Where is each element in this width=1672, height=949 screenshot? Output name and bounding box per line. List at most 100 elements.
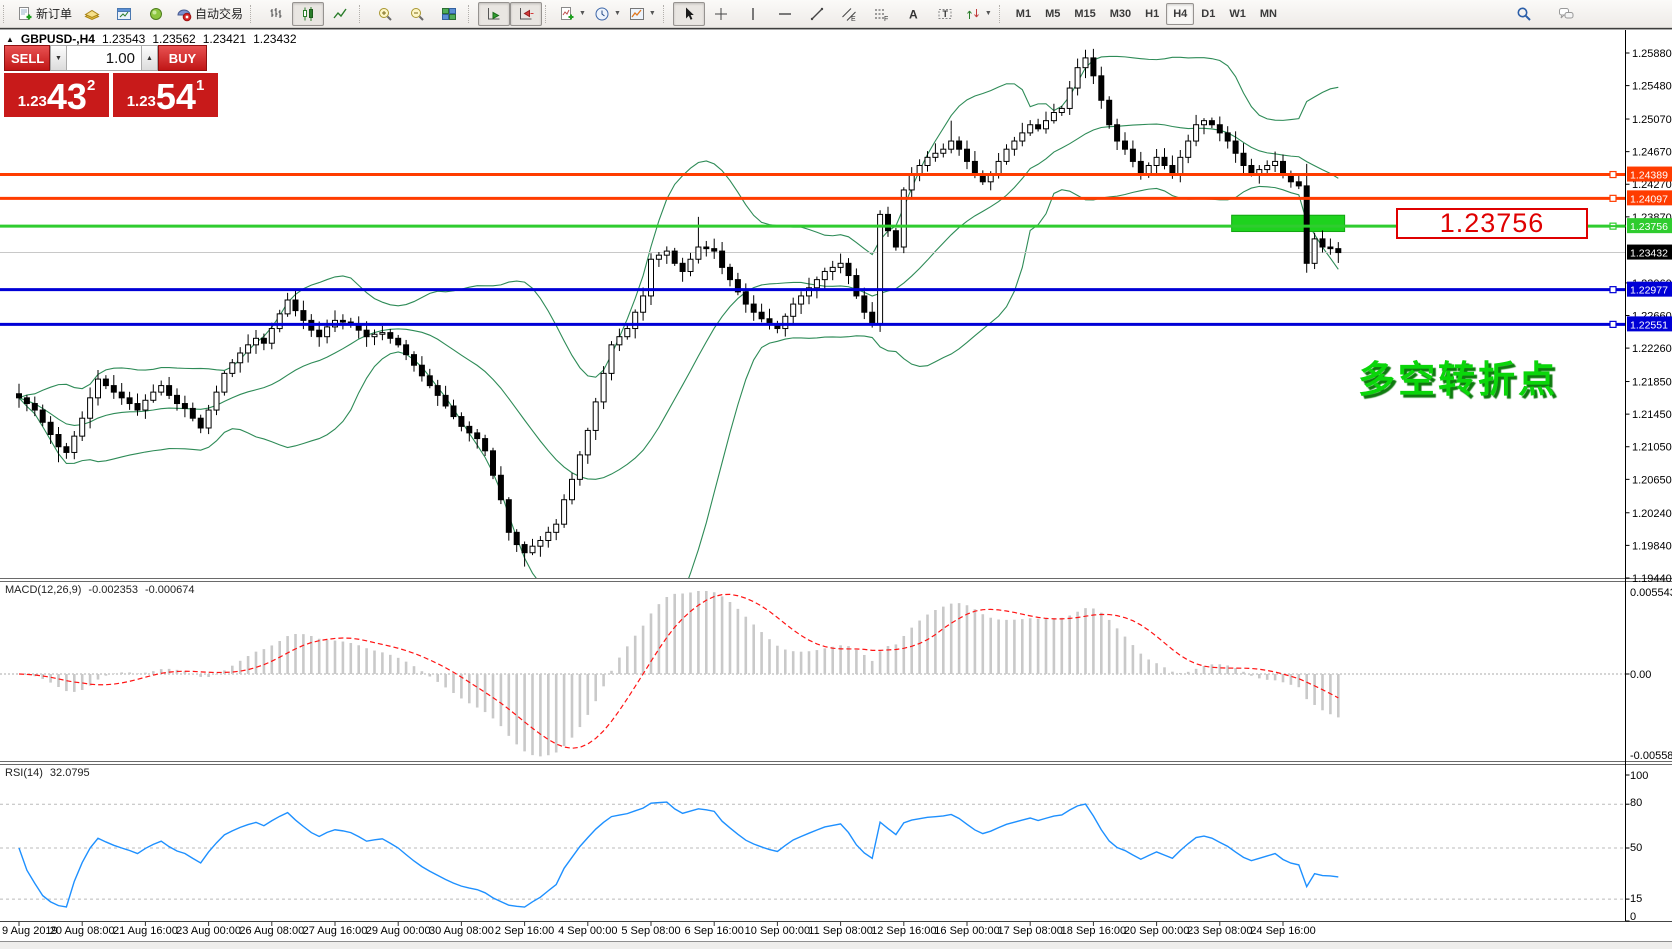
tile-windows-button[interactable] [433,2,465,26]
auto-scroll-icon [486,6,502,22]
timeframe-d1[interactable]: D1 [1201,7,1216,20]
time-axis-label: 17 Sep 08:00 [997,925,1063,937]
time-axis-label: 2 Sep 16:00 [494,925,555,937]
svg-text:1.21850: 1.21850 [1632,377,1672,389]
toolbar-handle[interactable] [662,4,668,23]
time-axis-label: 11 Sep 08:00 [808,925,873,937]
toolbar-handle[interactable] [250,4,255,23]
volume-input[interactable] [67,45,141,71]
svg-text:0.005543: 0.005543 [1630,587,1672,599]
svg-text:1.22977: 1.22977 [1630,285,1668,297]
collapse-arrow-icon[interactable]: ▲ [6,34,14,44]
buy-button[interactable]: BUY [158,45,207,71]
line-chart-icon [332,6,348,22]
timeframe-m5[interactable]: M5 [1045,7,1061,20]
chat-icon [1558,6,1574,22]
line-chart-button[interactable] [324,2,356,26]
auto-scroll-button[interactable] [478,1,511,26]
timeframe-m30[interactable]: M30 [1109,7,1132,20]
time-axis: 9 Aug 2019 20 Aug 08:00 21 Aug 16:00 23 Aug… [0,923,1672,941]
timeframe-w1[interactable]: W1 [1229,7,1246,20]
sell-price-big: 43 [46,76,87,117]
channel-icon: E [841,6,857,22]
candles-icon [300,6,316,22]
buy-price-big: 54 [155,76,196,117]
periods-button[interactable]: ▼ [590,2,625,26]
chart-shift-button[interactable] [510,1,543,26]
time-axis-label: 26 Aug 08:00 [239,925,305,937]
horizontal-line-button[interactable] [769,2,801,26]
timeframe-m15[interactable]: M15 [1074,7,1096,20]
sell-price-sup: 2 [86,77,96,94]
search-button[interactable] [1508,2,1540,26]
buy-price[interactable]: 1.23 54 1 [113,73,218,117]
label-button[interactable]: T [929,2,961,26]
rsi-label: RSI(14) 32.0795 [5,767,90,779]
new-order-button[interactable]: 新订单 [13,2,76,26]
buy-price-small: 1.23 [126,93,156,110]
fibonacci-button[interactable]: F [865,2,897,26]
zoom-in-button[interactable] [369,2,401,26]
price-callout-box[interactable]: 1.23756 [1396,208,1588,239]
volume-increase-button[interactable]: ▲ [141,45,158,71]
ohlc-close: 1.23432 [253,32,297,46]
sell-price[interactable]: 1.23 43 2 [4,73,109,117]
market-watch-icon [116,6,132,22]
time-axis-label: 5 Sep 08:00 [621,925,681,937]
profile-icon [84,6,100,22]
profile-button[interactable] [76,2,108,26]
timeframe-h1[interactable]: H1 [1145,7,1160,20]
window-bottom-frame [0,941,1672,949]
oct-prices: 1.23 43 2 1.23 54 1 [4,73,218,117]
chat-button[interactable] [1550,2,1582,26]
navigator-button[interactable] [140,2,172,26]
timeframe-mn[interactable]: MN [1259,7,1277,20]
template-icon [629,6,645,22]
sell-button[interactable]: SELL [4,45,50,71]
toolbar: 新订单 自动交易 ▼ ▼ ▼ E F A T ▼ M1 M5 M15 M30 H1 H4 D1 W1 MN [0,0,1672,28]
timeframe-h4[interactable]: H4 [1166,2,1195,25]
trendline-icon [809,6,825,22]
arrows-button[interactable]: ▼ [961,2,996,26]
toolbar-handle[interactable] [998,4,1004,23]
candlestick-button[interactable] [292,1,325,26]
rsi-name: RSI(14) [5,767,43,779]
auto-trading-button[interactable]: 自动交易 [172,2,247,26]
bar-chart-icon [268,6,284,22]
svg-text:1.20650: 1.20650 [1632,474,1672,486]
zoom-out-button[interactable] [401,2,433,26]
time-axis-label: 23 Sep 08:00 [1187,925,1253,937]
volume-decrease-button[interactable]: ▼ [50,45,67,71]
turning-point-text[interactable]: 多空转折点 [1358,359,1558,400]
trendline-button[interactable] [801,2,833,26]
svg-text:1.19840: 1.19840 [1632,540,1672,552]
text-button[interactable]: A [897,2,929,26]
cursor-button[interactable] [672,1,705,26]
arrows-icon [965,6,981,22]
market-watch-button[interactable] [108,2,140,26]
channel-button[interactable]: E [833,2,865,26]
macd-label: MACD(12,26,9) -0.002353 -0.000674 [5,584,195,596]
toolbar-handle[interactable] [468,4,473,23]
toolbar-handle[interactable] [3,4,8,23]
vertical-line-button[interactable] [737,2,769,26]
symbol-info: ▲ GBPUSD-,H4 1.23543 1.23562 1.23421 1.2… [6,32,297,46]
svg-text:1.24670: 1.24670 [1632,147,1672,159]
ohlc-low: 1.23421 [202,32,247,46]
indicators-button[interactable]: ▼ [555,2,590,26]
toolbar-handle[interactable] [359,4,364,23]
oct-controls: SELL ▼ ▲ BUY [4,45,218,71]
svg-text:1.22260: 1.22260 [1632,343,1672,355]
templates-button[interactable]: ▼ [625,2,660,26]
toolbar-handle[interactable] [545,4,550,23]
macd-layer [0,591,1625,757]
crosshair-button[interactable] [705,2,737,26]
svg-text:1.21450: 1.21450 [1632,409,1672,421]
timeframe-m1[interactable]: M1 [1015,7,1032,20]
time-axis-label: 30 Aug 08:00 [428,925,494,937]
bar-chart-button[interactable] [260,2,292,26]
svg-text:1.25880: 1.25880 [1632,48,1672,60]
dropdown-caret-icon: ▼ [613,10,621,17]
